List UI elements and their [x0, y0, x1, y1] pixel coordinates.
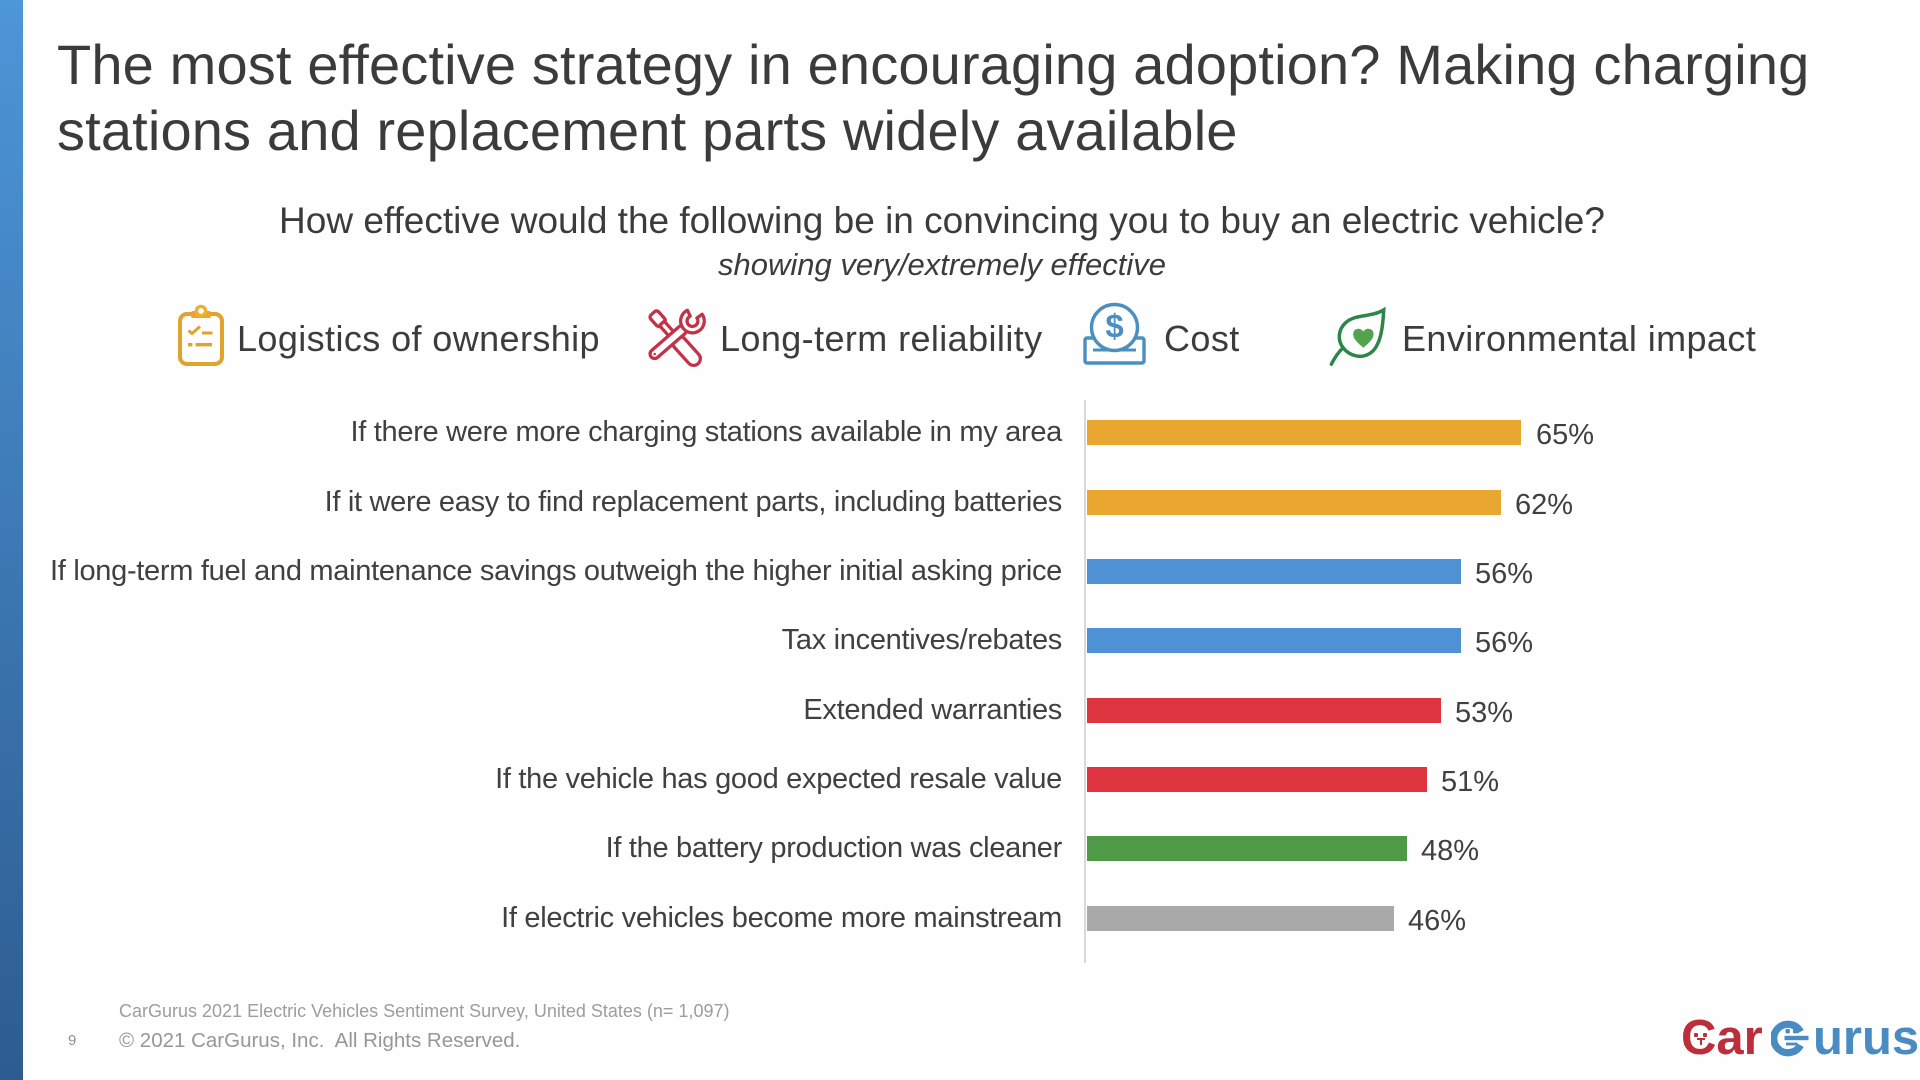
- svg-text:$: $: [1105, 308, 1123, 345]
